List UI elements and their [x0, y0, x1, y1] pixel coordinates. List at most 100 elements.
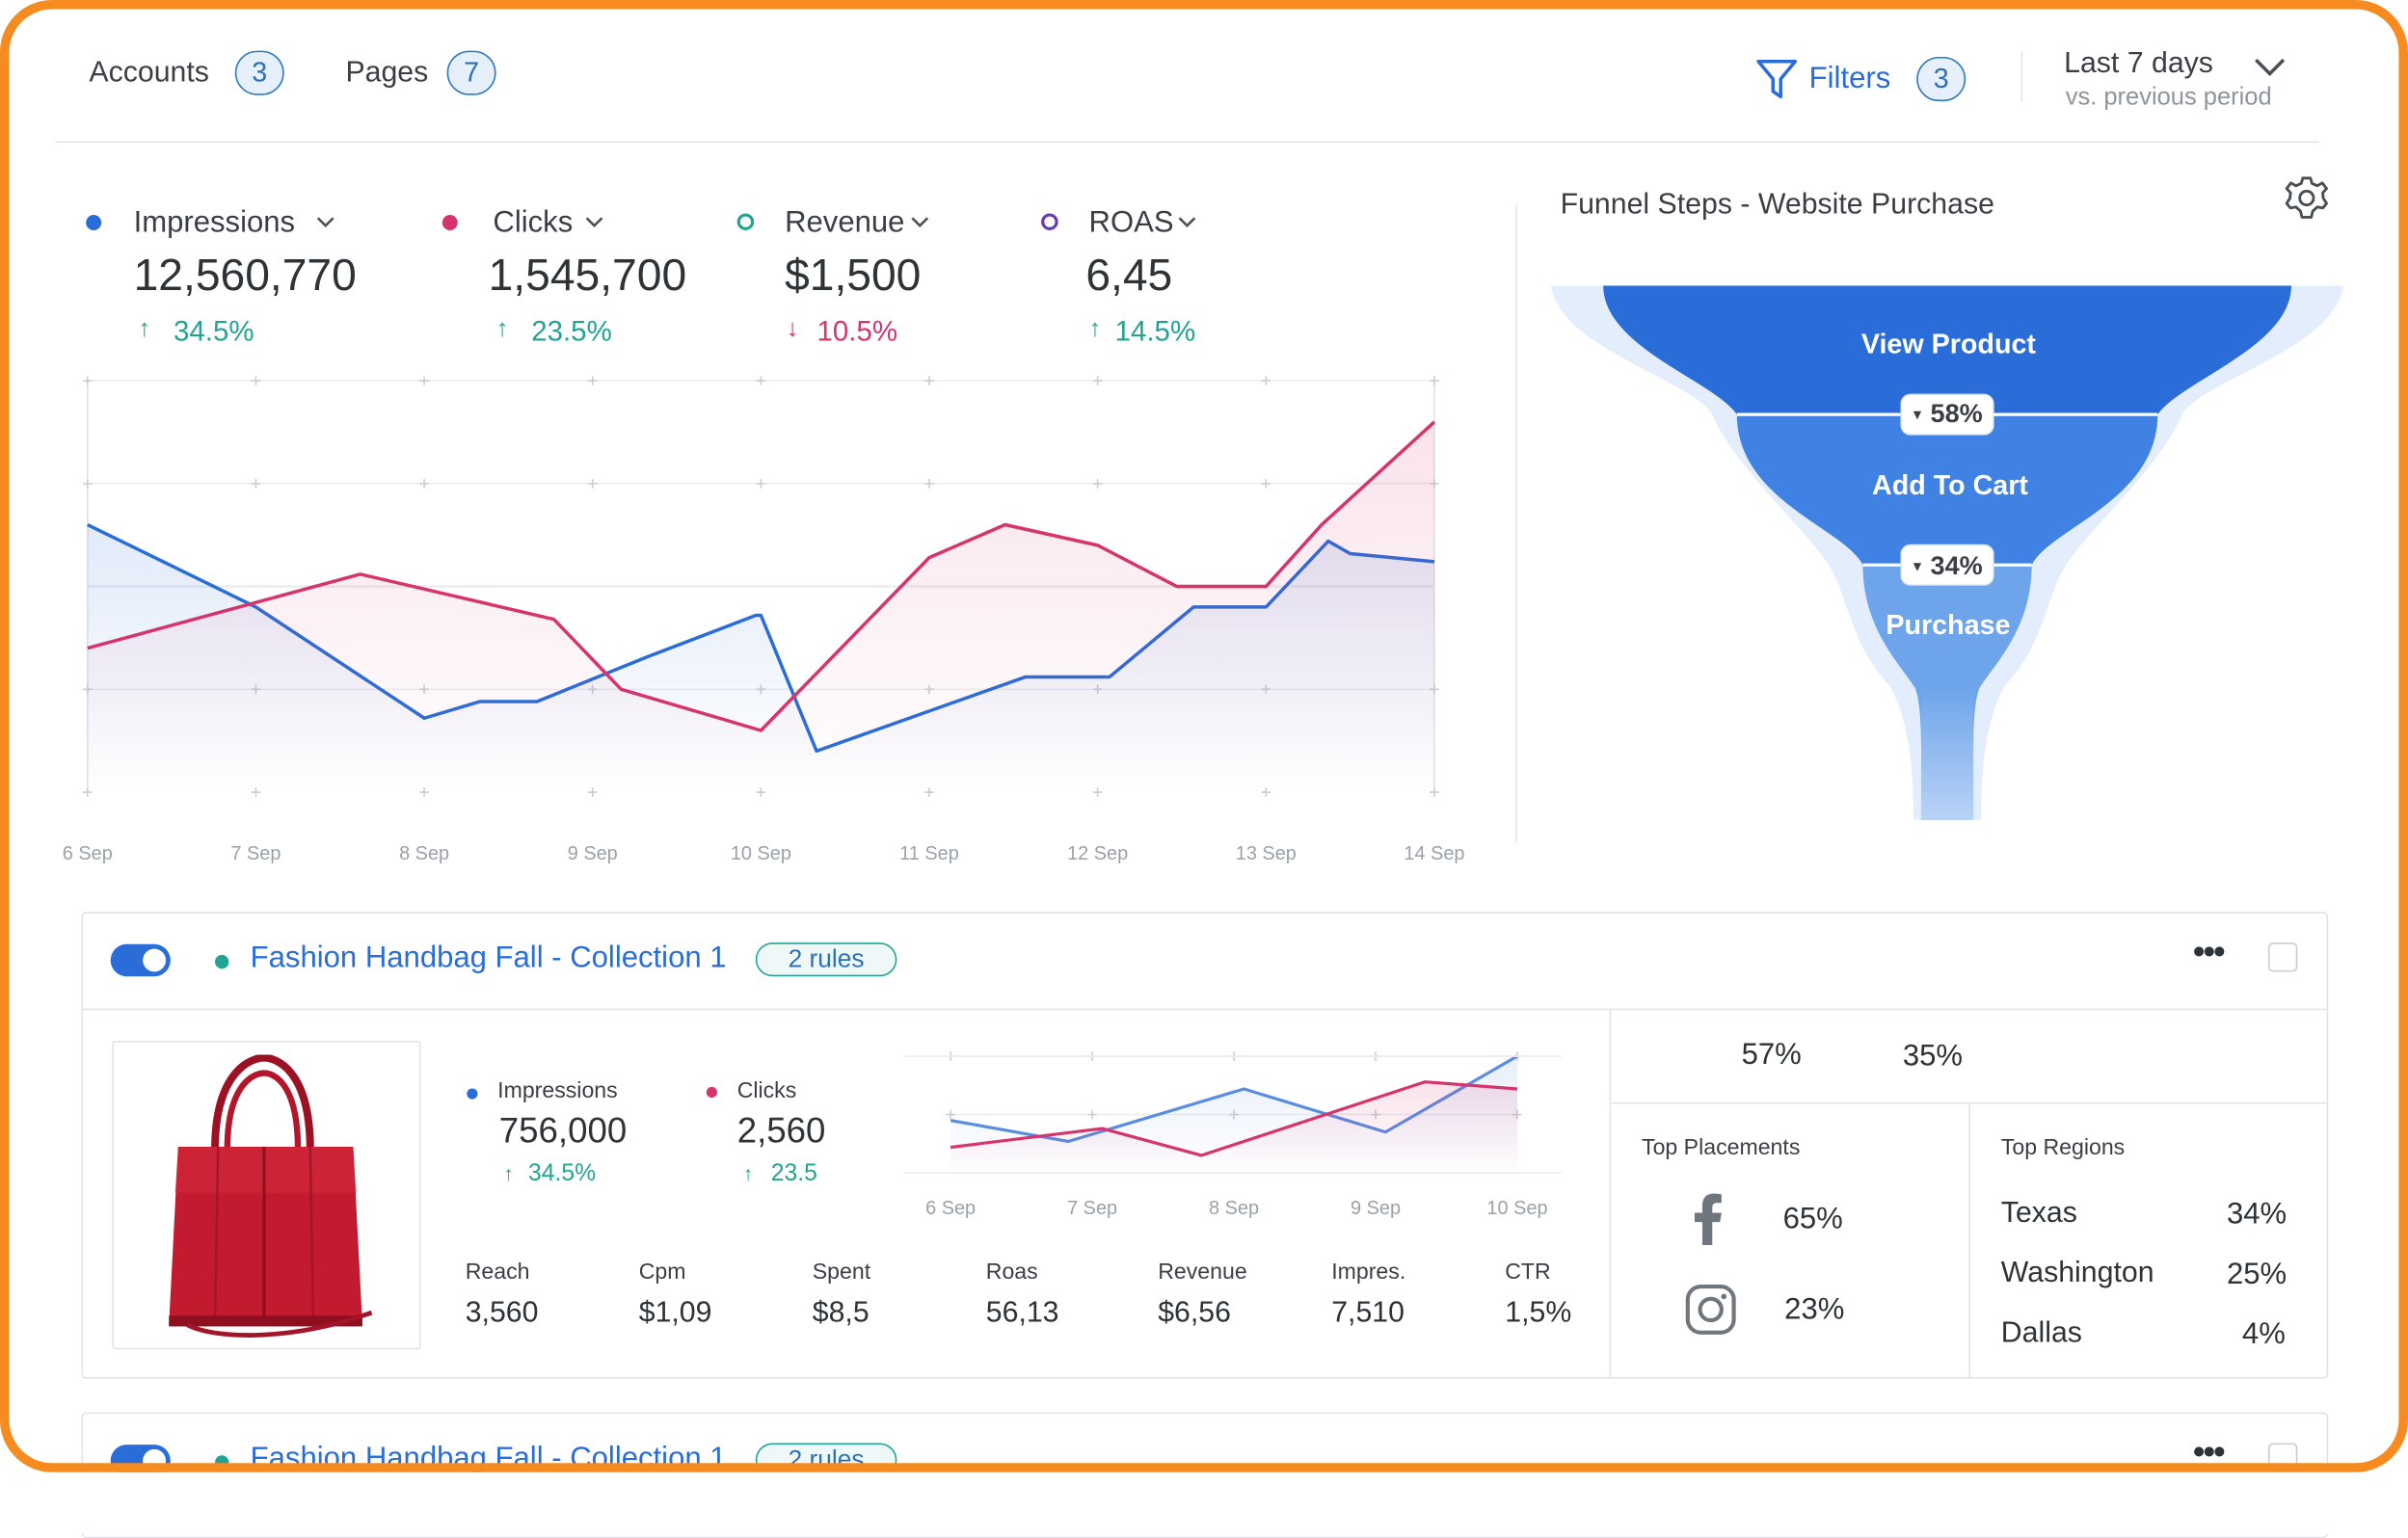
stat-value: 1,5%	[1505, 1297, 1572, 1330]
impressions-dot	[467, 1088, 478, 1100]
metric-label: Impressions	[133, 205, 296, 240]
topbar-divider	[2020, 52, 2023, 102]
stat-label: Reach	[465, 1260, 530, 1286]
campaign-mini-chart: 6 Sep 7 Sep 8 Sep 9 Sep 10 Sep	[904, 1051, 1563, 1219]
grid-tick	[756, 479, 766, 489]
card-vertical-divider	[1609, 1008, 1612, 1378]
select-checkbox[interactable]	[2268, 942, 2298, 972]
header-divider	[55, 141, 2319, 144]
accounts-label: Accounts	[89, 56, 209, 90]
funnel-step-label: View Product	[1860, 328, 2036, 359]
x-tick-label: 12 Sep	[1067, 843, 1128, 864]
funnel-conversion-1: 58%	[1930, 399, 1983, 429]
impressions-change: 34.5%	[528, 1160, 597, 1187]
gear-icon[interactable]	[2279, 173, 2334, 223]
stat-value: 3,560	[465, 1297, 539, 1330]
metric-label: Revenue	[785, 205, 905, 240]
x-tick-label: 6 Sep	[925, 1198, 976, 1219]
filter-icon	[1756, 59, 1798, 99]
pages-selector[interactable]: Pages 7	[345, 49, 505, 101]
funnel-step-view-product	[1603, 285, 2291, 415]
pages-count-badge: 7	[446, 50, 496, 95]
status-dot	[215, 1455, 229, 1470]
grid-tick	[924, 376, 934, 385]
metric-roas[interactable]: ROAS 6,45 ↑ 14.5%	[1038, 199, 1299, 353]
metric-clicks[interactable]: Clicks 1,545,700 ↑ 23.5%	[438, 199, 745, 353]
more-options-icon[interactable]: •••	[2192, 932, 2226, 970]
accounts-selector[interactable]: Accounts 3	[89, 49, 291, 101]
metric-change: 14.5%	[1114, 314, 1196, 348]
metric-value: $1,500	[785, 252, 922, 302]
split-percent-1: 57%	[1741, 1037, 1802, 1072]
funnel-conversion-pill-1	[1900, 393, 1994, 436]
impressions-label: Impressions	[497, 1078, 618, 1104]
revenue-dot	[736, 213, 755, 230]
stat-value: 56,13	[985, 1297, 1059, 1330]
grid-tick	[1092, 479, 1103, 489]
campaign-toggle[interactable]	[110, 943, 171, 977]
metric-change-arrow: ↓	[786, 316, 799, 343]
select-checkbox[interactable]	[2268, 1443, 2298, 1472]
funnel-conversion-pill-2	[1900, 544, 1994, 586]
facebook-icon	[1694, 1193, 1722, 1246]
clicks-dot	[706, 1086, 717, 1099]
metric-value: 12,560,770	[133, 252, 357, 302]
grid-tick	[83, 479, 93, 489]
metric-change-arrow: ↑	[495, 316, 509, 343]
metric-impressions[interactable]: Impressions 12,560,770 ↑ 34.5%	[80, 199, 403, 353]
product-image	[112, 1041, 421, 1350]
rules-badge[interactable]: 2 rules	[755, 1443, 897, 1477]
date-range-label: Last 7 days	[2064, 47, 2213, 80]
stat-value: 7,510	[1331, 1297, 1405, 1330]
funnel-step-label: Purchase	[1886, 609, 2011, 641]
stat-label: Roas	[985, 1260, 1038, 1286]
grid-tick	[251, 479, 261, 489]
compare-label: vs. previous period	[2065, 84, 2272, 111]
grid-tick	[1087, 1109, 1097, 1120]
rules-badge[interactable]: 2 rules	[755, 942, 897, 977]
series-area-clicks	[950, 1081, 1517, 1174]
grid-tick	[419, 376, 429, 385]
metric-label: ROAS	[1088, 205, 1174, 240]
region-name: Dallas	[2000, 1316, 2082, 1350]
grid-tick	[924, 479, 934, 489]
toggle-knob	[143, 1448, 167, 1472]
instagram-icon	[1685, 1284, 1736, 1335]
clicks-change: 23.5	[770, 1160, 817, 1187]
date-range-selector[interactable]: Last 7 days vs. previous period	[2064, 46, 2294, 119]
x-tick-label: 10 Sep	[731, 843, 791, 864]
grid-tick	[251, 376, 261, 385]
more-options-icon[interactable]: •••	[2192, 1432, 2226, 1472]
metric-value: 6,45	[1085, 252, 1173, 302]
x-tick-label: 10 Sep	[1486, 1198, 1547, 1219]
grid-tick	[587, 376, 598, 385]
stat-revenue: Revenue $6,56	[1158, 1260, 1296, 1338]
metric-change: 10.5%	[816, 314, 898, 348]
grid-tick	[1430, 376, 1439, 385]
stat-roas: Roas 56,13	[986, 1260, 1124, 1338]
funnel-step-add-to-cart	[1736, 414, 2158, 566]
stat-value: $6,56	[1158, 1297, 1231, 1330]
roas-dot	[1041, 213, 1058, 230]
funnel-conversion-caret: ▼	[1910, 558, 1925, 574]
stat-label: Revenue	[1158, 1260, 1247, 1286]
x-tick-label: 14 Sep	[1404, 843, 1464, 864]
series-line-clicks	[87, 420, 1436, 732]
filters-label: Filters	[1808, 61, 1891, 95]
stat-spent: Spent $8,5	[813, 1260, 950, 1338]
stat-cpm: Cpm $1,09	[639, 1260, 777, 1338]
campaign-name[interactable]: Fashion Handbag Fall - Collection 1	[250, 1441, 727, 1475]
x-tick-label: 7 Sep	[230, 843, 281, 864]
grid-tick	[1261, 479, 1271, 489]
funnel-stem	[1920, 687, 1974, 820]
split-percent-2: 35%	[1902, 1039, 1964, 1074]
campaign-name[interactable]: Fashion Handbag Fall - Collection 1	[250, 941, 727, 975]
metric-revenue[interactable]: Revenue $1,500 ↓ 10.5%	[735, 199, 1011, 353]
filters-button[interactable]: Filters 3	[1755, 52, 1970, 104]
grid-tick	[756, 376, 766, 385]
x-tick-label: 8 Sep	[1209, 1198, 1259, 1219]
chevron-down-icon	[911, 217, 929, 227]
stat-label: Impres.	[1331, 1260, 1406, 1286]
x-tick-label: 13 Sep	[1236, 843, 1297, 864]
